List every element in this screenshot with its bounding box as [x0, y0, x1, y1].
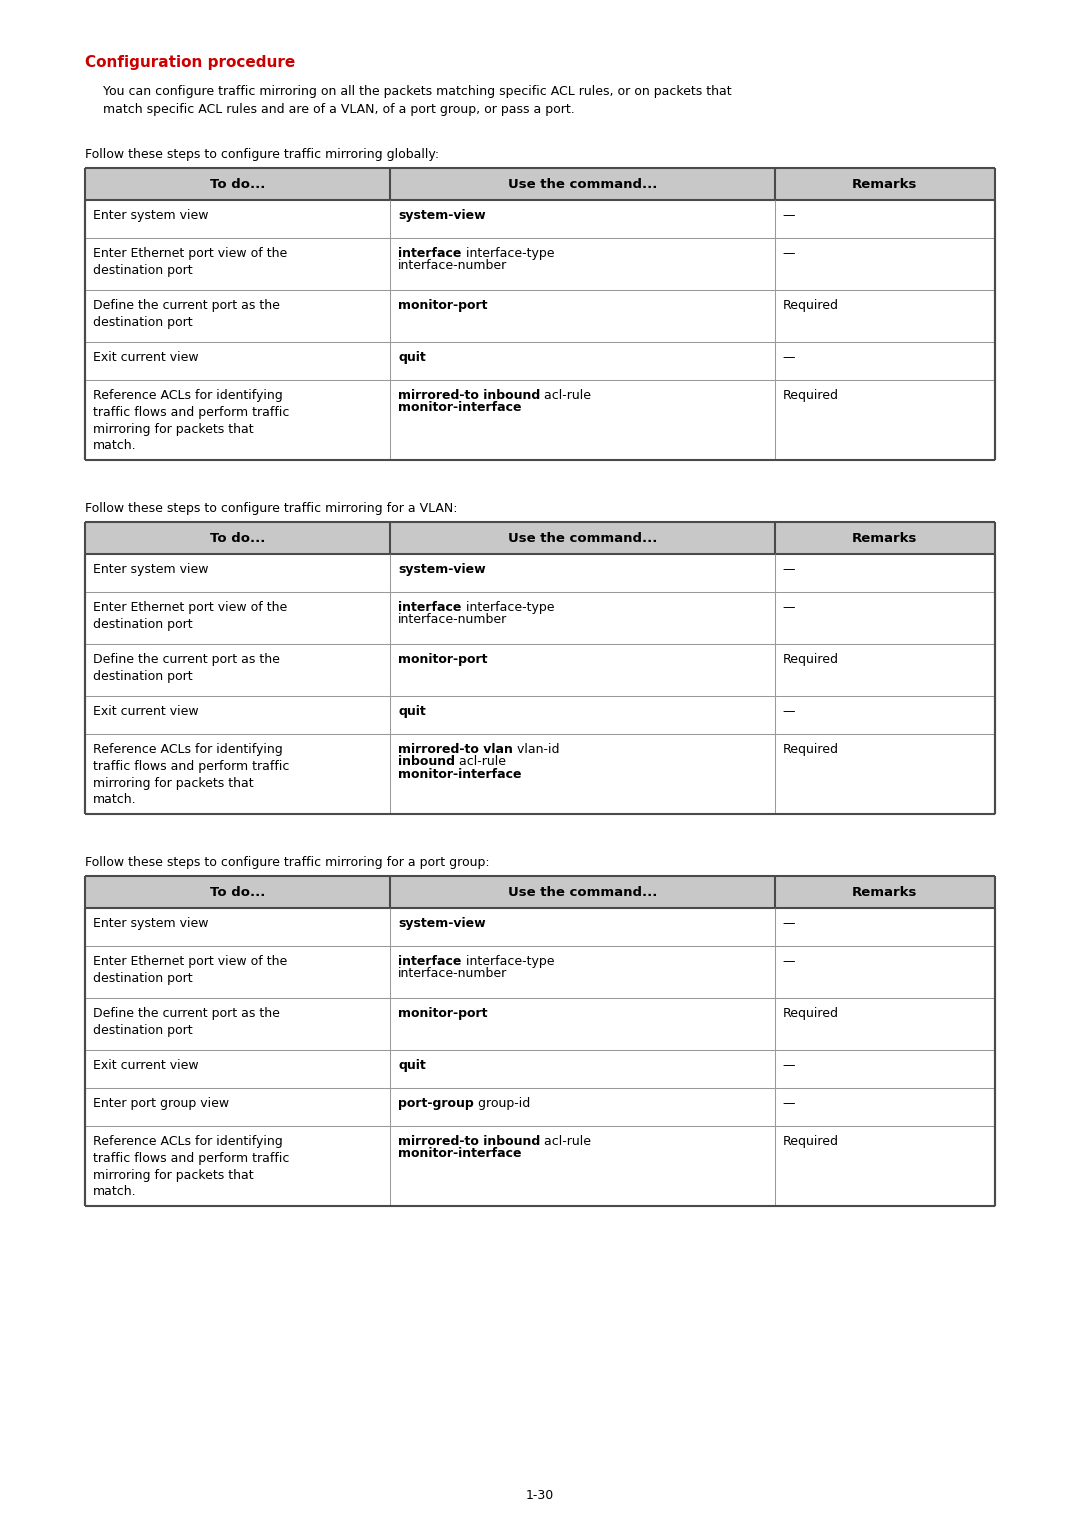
Text: —: —: [783, 1096, 795, 1110]
Text: acl-rule: acl-rule: [455, 756, 507, 768]
Text: —: —: [783, 563, 795, 576]
Text: Reference ACLs for identifying
traffic flows and perform traffic
mirroring for p: Reference ACLs for identifying traffic f…: [93, 389, 289, 452]
Text: —: —: [783, 1060, 795, 1072]
Text: Use the command...: Use the command...: [508, 886, 657, 898]
Text: Enter system view: Enter system view: [93, 563, 208, 576]
Text: acl-rule: acl-rule: [540, 389, 592, 402]
Text: quit: quit: [399, 351, 426, 363]
Text: interface-number: interface-number: [399, 260, 508, 272]
Text: Enter Ethernet port view of the
destination port: Enter Ethernet port view of the destinat…: [93, 247, 287, 276]
Text: monitor-port: monitor-port: [399, 654, 488, 666]
Text: Configuration procedure: Configuration procedure: [85, 55, 295, 70]
Bar: [85, 168, 995, 200]
Text: Enter Ethernet port view of the
destination port: Enter Ethernet port view of the destinat…: [93, 954, 287, 985]
Text: 1-30: 1-30: [526, 1489, 554, 1503]
Text: vlan-id: vlan-id: [513, 744, 559, 756]
Text: interface-type: interface-type: [461, 247, 554, 260]
Text: Define the current port as the
destination port: Define the current port as the destinati…: [93, 299, 280, 328]
Text: interface: interface: [399, 954, 461, 968]
Text: Use the command...: Use the command...: [508, 531, 657, 545]
Text: Required: Required: [783, 1006, 838, 1020]
Text: Remarks: Remarks: [852, 531, 918, 545]
Text: —: —: [783, 602, 795, 614]
Text: Exit current view: Exit current view: [93, 351, 199, 363]
Text: Exit current view: Exit current view: [93, 1060, 199, 1072]
Text: Follow these steps to configure traffic mirroring for a VLAN:: Follow these steps to configure traffic …: [85, 502, 458, 515]
Text: group-id: group-id: [474, 1096, 530, 1110]
Text: —: —: [783, 918, 795, 930]
Text: mirrored-to vlan: mirrored-to vlan: [399, 744, 513, 756]
Text: quit: quit: [399, 705, 426, 718]
Text: To do...: To do...: [210, 177, 266, 191]
Text: monitor-interface: monitor-interface: [399, 402, 522, 414]
Text: Required: Required: [783, 299, 838, 312]
Text: Required: Required: [783, 744, 838, 756]
Text: system-view: system-view: [399, 209, 486, 221]
Text: monitor-interface: monitor-interface: [399, 768, 522, 780]
Text: —: —: [783, 351, 795, 363]
Text: Remarks: Remarks: [852, 177, 918, 191]
Text: Follow these steps to configure traffic mirroring for a port group:: Follow these steps to configure traffic …: [85, 857, 489, 869]
Text: Define the current port as the
destination port: Define the current port as the destinati…: [93, 654, 280, 683]
Text: acl-rule: acl-rule: [540, 1135, 592, 1148]
Text: interface-number: interface-number: [399, 968, 508, 980]
Bar: [85, 522, 995, 554]
Text: To do...: To do...: [210, 886, 266, 898]
Text: interface: interface: [399, 247, 461, 260]
Text: Exit current view: Exit current view: [93, 705, 199, 718]
Text: Enter system view: Enter system view: [93, 209, 208, 221]
Text: interface-type: interface-type: [461, 602, 554, 614]
Text: interface-number: interface-number: [399, 614, 508, 626]
Text: mirrored-to inbound: mirrored-to inbound: [399, 389, 540, 402]
Text: You can configure traffic mirroring on all the packets matching specific ACL rul: You can configure traffic mirroring on a…: [103, 86, 731, 116]
Text: Enter Ethernet port view of the
destination port: Enter Ethernet port view of the destinat…: [93, 602, 287, 631]
Text: Required: Required: [783, 389, 838, 402]
Text: interface-type: interface-type: [461, 954, 554, 968]
Text: inbound: inbound: [399, 756, 455, 768]
Text: To do...: To do...: [210, 531, 266, 545]
Text: —: —: [783, 705, 795, 718]
Text: Remarks: Remarks: [852, 886, 918, 898]
Text: Reference ACLs for identifying
traffic flows and perform traffic
mirroring for p: Reference ACLs for identifying traffic f…: [93, 1135, 289, 1199]
Text: Follow these steps to configure traffic mirroring globally:: Follow these steps to configure traffic …: [85, 148, 440, 160]
Text: port-group: port-group: [399, 1096, 474, 1110]
Text: quit: quit: [399, 1060, 426, 1072]
Text: —: —: [783, 209, 795, 221]
Text: interface: interface: [399, 602, 461, 614]
Text: Required: Required: [783, 1135, 838, 1148]
Text: Use the command...: Use the command...: [508, 177, 657, 191]
Text: system-view: system-view: [399, 563, 486, 576]
Text: Required: Required: [783, 654, 838, 666]
Text: Reference ACLs for identifying
traffic flows and perform traffic
mirroring for p: Reference ACLs for identifying traffic f…: [93, 744, 289, 806]
Text: —: —: [783, 954, 795, 968]
Text: Enter system view: Enter system view: [93, 918, 208, 930]
Text: monitor-port: monitor-port: [399, 1006, 488, 1020]
Bar: [85, 876, 995, 909]
Text: system-view: system-view: [399, 918, 486, 930]
Text: Define the current port as the
destination port: Define the current port as the destinati…: [93, 1006, 280, 1037]
Text: mirrored-to inbound: mirrored-to inbound: [399, 1135, 540, 1148]
Text: monitor-port: monitor-port: [399, 299, 488, 312]
Text: —: —: [783, 247, 795, 260]
Text: monitor-interface: monitor-interface: [399, 1147, 522, 1161]
Text: Enter port group view: Enter port group view: [93, 1096, 229, 1110]
